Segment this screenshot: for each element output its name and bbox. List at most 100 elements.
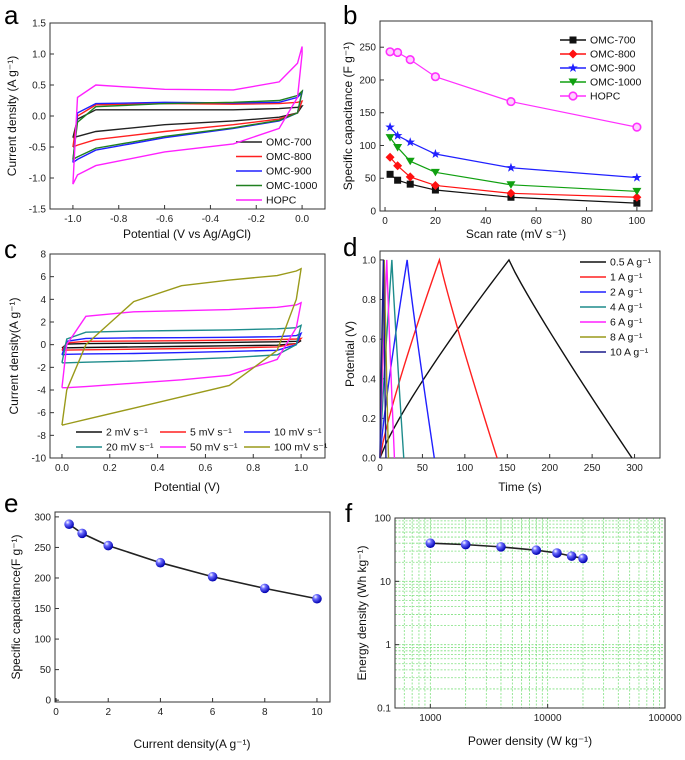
data-point [568, 63, 578, 73]
legend-label: OMC-900 [590, 63, 636, 75]
legend-label: 2 mV s⁻¹ [106, 427, 148, 439]
series-line [72, 46, 303, 185]
legend-label: HOPC [266, 195, 297, 207]
y-tick-label: -10 [32, 454, 47, 465]
series-line [61, 340, 302, 349]
legend-item: 10 A g⁻¹ [580, 347, 649, 359]
data-point [568, 49, 578, 59]
series-line [379, 259, 387, 459]
panel-letter: c [4, 234, 17, 264]
legend-item: OMC-800 [236, 151, 312, 163]
legend-label: 6 A g⁻¹ [610, 317, 643, 329]
legend-item: 6 A g⁻¹ [580, 317, 643, 329]
x-tick-label: 10 [311, 707, 323, 718]
y-tick-label: -0.5 [29, 143, 47, 154]
y-tick-label: 6 [40, 272, 46, 283]
series-line [61, 267, 302, 426]
legend-label: 2 A g⁻¹ [610, 287, 643, 299]
data-point [566, 551, 577, 561]
x-tick-label: 0.6 [198, 463, 212, 474]
data-point [569, 36, 577, 44]
data-point [386, 170, 394, 178]
data-point [430, 72, 441, 82]
data-point [392, 130, 403, 140]
panel-letter: e [4, 488, 18, 518]
data-point [506, 181, 516, 189]
panel-letter: d [343, 232, 357, 262]
data-point [430, 180, 440, 190]
panel-a: a -1.0 -0.8 -0.6 -0.4 -0.2 0.0 -1.5 -1.0 -0.5 0.0 0… [4, 0, 326, 241]
data-point [496, 542, 506, 552]
legend-item: OMC-700 [560, 35, 636, 47]
x-tick-label: -0.8 [110, 214, 128, 225]
x-tick-label: -0.2 [248, 214, 266, 225]
legend-item: 20 mV s⁻¹ [76, 442, 154, 454]
x-tick-label: 50 [417, 463, 429, 474]
x-axis-label: Power density (W kg⁻¹) [468, 734, 592, 748]
y-tick-label: 0 [45, 696, 51, 707]
y-tick-label: 100 [34, 635, 51, 646]
data-point [393, 143, 403, 152]
y-tick-label: 0 [370, 207, 376, 218]
data-point [385, 47, 395, 57]
legend-item: 10 mV s⁻¹ [244, 427, 322, 439]
y-axis-label: Energy density (Wh kg⁻¹) [355, 545, 369, 680]
legend-item: OMC-800 [560, 49, 636, 61]
y-tick-label: 2 [40, 318, 46, 329]
data-point [405, 157, 415, 166]
data-point [405, 137, 415, 147]
data-point [632, 187, 642, 196]
data-point [568, 78, 578, 86]
y-tick-label: 0.4 [362, 374, 376, 385]
data-point [568, 91, 578, 101]
y-tick-label: 50 [40, 665, 52, 676]
y-tick-label: 0.6 [362, 335, 376, 346]
data-point [506, 96, 516, 107]
x-axis-label: Potential (V) [154, 480, 220, 494]
data-point [425, 538, 436, 549]
data-point [405, 172, 415, 182]
panel-letter: a [4, 0, 19, 30]
legend-label: 0.5 A g⁻¹ [610, 257, 652, 269]
x-tick-label: 1.0 [294, 463, 308, 474]
legend-item: HOPC [236, 195, 297, 207]
x-tick-label: -0.4 [202, 214, 220, 225]
legend-label: OMC-1000 [590, 77, 642, 89]
x-axis-label: Time (s) [498, 480, 542, 494]
legend-label: OMC-900 [266, 166, 312, 178]
data-point [531, 545, 542, 556]
legend-label: OMC-700 [266, 137, 312, 149]
data-point [431, 186, 439, 194]
series-line [389, 156, 637, 198]
y-tick-label: 0.1 [377, 704, 391, 715]
y-tick-label: 10 [380, 577, 392, 588]
y-tick-label: 100 [359, 141, 376, 152]
data-point [405, 55, 415, 65]
x-tick-label: 0.0 [295, 214, 309, 225]
panel-d: d 0 50 100 150 200 250 300 0.0 0.2 0.4 0.6 0.8 1.0 Tim… [343, 232, 661, 494]
panel-f: f 1000 10000 100000 0.1 1 10 100 Power density (… [345, 498, 682, 748]
legend-label: HOPC [590, 91, 621, 103]
data-point [259, 583, 270, 594]
legend-item: 100 mV s⁻¹ [244, 442, 328, 454]
y-tick-label: 1.0 [362, 255, 376, 266]
x-tick-label: 40 [480, 216, 492, 227]
plot-frame [379, 250, 661, 459]
data-point [77, 528, 87, 539]
legend-label: 20 mV s⁻¹ [106, 442, 154, 454]
legend-item: 5 mV s⁻¹ [160, 427, 232, 439]
data-point [385, 152, 395, 162]
data-point [385, 134, 395, 142]
x-tick-label: 150 [499, 463, 516, 474]
x-tick-label: 20 [430, 216, 442, 227]
y-tick-label: 0.0 [362, 454, 376, 465]
data-point [64, 519, 74, 530]
x-tick-label: 8 [262, 707, 268, 718]
y-tick-label: -1.0 [29, 174, 47, 185]
series-line [379, 259, 435, 459]
series-line [61, 324, 303, 364]
legend-label: 4 A g⁻¹ [610, 302, 643, 314]
legend-label: OMC-1000 [266, 180, 318, 192]
series-line [379, 259, 396, 459]
